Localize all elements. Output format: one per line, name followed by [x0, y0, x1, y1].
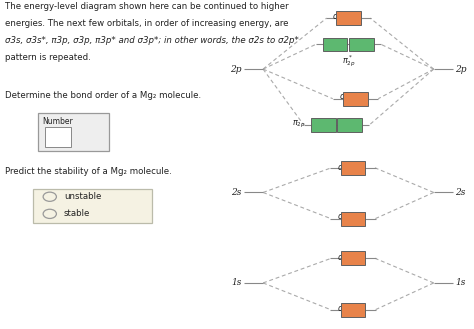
Bar: [33, 189, 152, 223]
Text: $\sigma_{2s}^*$: $\sigma_{2s}^*$: [337, 160, 350, 175]
Text: $\pi_{2p}$: $\pi_{2p}$: [292, 119, 306, 130]
Text: $\pi_{2p}^*$: $\pi_{2p}^*$: [343, 54, 356, 69]
Text: 2s: 2s: [455, 188, 465, 197]
Text: 2p: 2p: [230, 64, 242, 74]
Bar: [341, 303, 365, 317]
Text: Determine the bond order of a Mg₂ molecule.: Determine the bond order of a Mg₂ molecu…: [5, 90, 201, 100]
Text: pattern is repeated.: pattern is repeated.: [5, 53, 91, 62]
Bar: [45, 127, 71, 147]
Text: $\sigma_{2s}$: $\sigma_{2s}$: [337, 213, 350, 223]
Bar: [343, 92, 368, 106]
Bar: [349, 38, 374, 51]
Bar: [38, 113, 109, 151]
Bar: [341, 212, 365, 226]
Text: $\sigma_{1s}^*$: $\sigma_{1s}^*$: [337, 250, 350, 265]
Text: $\sigma_{2p}^*$: $\sigma_{2p}^*$: [332, 10, 346, 25]
Text: $\sigma_{1s}$: $\sigma_{1s}$: [337, 304, 350, 315]
Text: $\sigma_{2p}$: $\sigma_{2p}$: [339, 92, 353, 104]
Bar: [323, 38, 347, 51]
Text: The energy-level diagram shown here can be continued to higher: The energy-level diagram shown here can …: [5, 2, 288, 11]
Text: 1s: 1s: [231, 278, 242, 288]
Bar: [311, 118, 336, 132]
Bar: [336, 11, 361, 25]
Text: energies. The next few orbitals, in order of increasing energy, are: energies. The next few orbitals, in orde…: [5, 19, 288, 28]
Bar: [341, 251, 365, 265]
Text: unstable: unstable: [64, 192, 101, 201]
Text: 1s: 1s: [455, 278, 465, 288]
Text: Predict the stability of a Mg₂ molecule.: Predict the stability of a Mg₂ molecule.: [5, 167, 172, 176]
Bar: [341, 161, 365, 175]
Text: σ3s, σ3s*, π3p, σ3p, π3p* and σ3p*; in other words, the σ2s to σ2p*: σ3s, σ3s*, π3p, σ3p, π3p* and σ3p*; in o…: [5, 36, 299, 45]
Text: 2p: 2p: [455, 64, 466, 74]
Text: Number: Number: [43, 117, 73, 126]
Text: 2s: 2s: [231, 188, 242, 197]
Bar: [337, 118, 362, 132]
Text: stable: stable: [64, 209, 91, 218]
